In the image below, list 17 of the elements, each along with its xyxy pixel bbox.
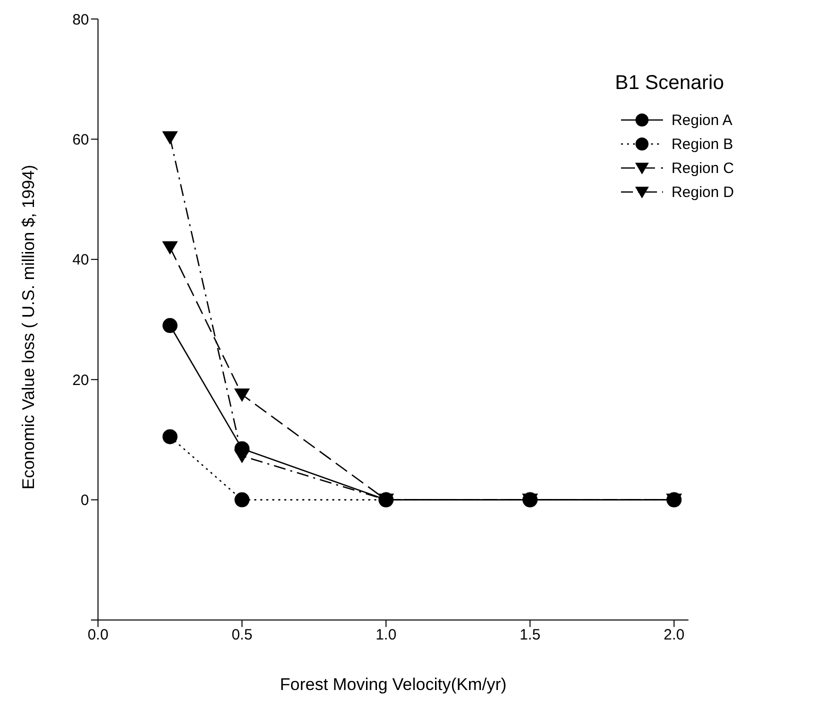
- legend-label: Region C: [671, 160, 734, 176]
- x-tick-label: 1.0: [376, 626, 396, 644]
- x-tick-label: 1.5: [520, 626, 540, 644]
- y-tick-label: 20: [72, 372, 89, 389]
- y-axis-title: Economic Value loss ( U.S. million $, 1994): [19, 164, 38, 490]
- y-tick-label: 40: [72, 252, 89, 269]
- text: B1 Scenario: [615, 72, 724, 95]
- x-tick-label: 0.5: [232, 626, 252, 644]
- legend-label: Region B: [671, 136, 734, 152]
- legend-label: Region A: [671, 112, 732, 128]
- x-axis-title: Forest Moving Velocity(Km/yr): [280, 675, 507, 694]
- x-tick-label: 2.0: [664, 626, 684, 644]
- legend-label: Region D: [671, 184, 734, 200]
- y-tick-label: 0: [80, 492, 89, 510]
- y-tick-label: 60: [72, 132, 89, 149]
- x-tick-label: 0.0: [88, 626, 108, 644]
- y-tick-label: 80: [72, 11, 89, 28]
